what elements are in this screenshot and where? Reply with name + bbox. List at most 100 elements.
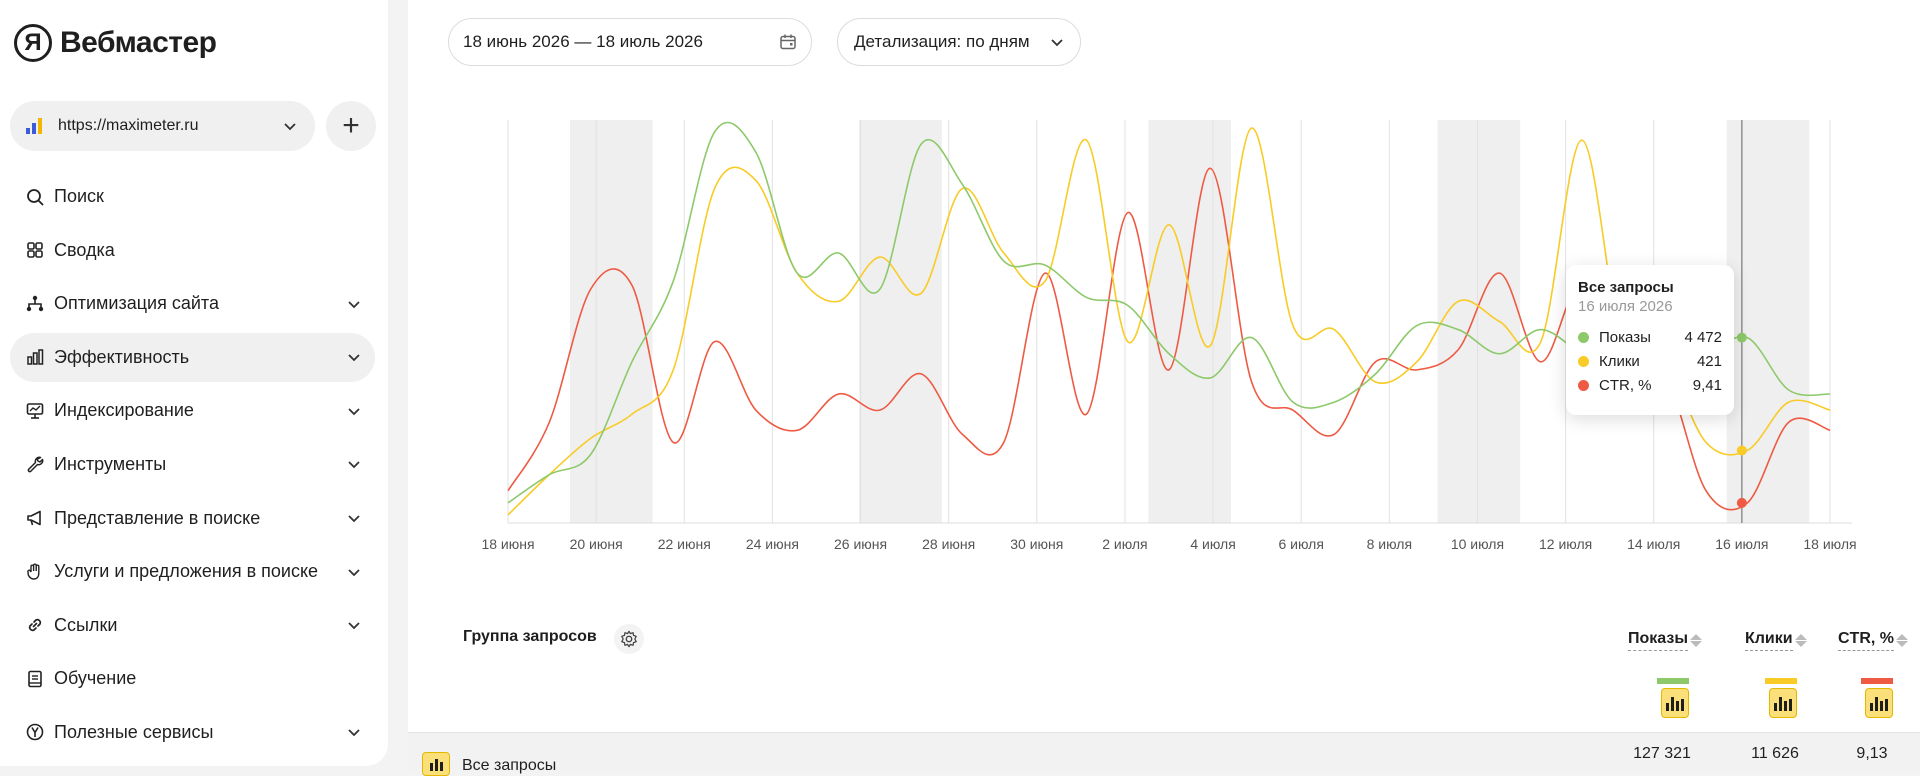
link-icon <box>24 614 46 636</box>
weekend-band <box>1148 120 1231 523</box>
sidebar-item[interactable]: Эффективность <box>10 332 375 382</box>
sidebar-item[interactable]: Инструменты <box>10 440 375 489</box>
site-favicon-icon <box>26 118 46 134</box>
sidebar-item[interactable]: Сводка <box>10 226 375 275</box>
tooltip-row: Клики 421 <box>1578 349 1722 373</box>
megaphone-icon <box>24 507 46 529</box>
sidebar: Я Вебмастер https://maximeter.ru + Поиск… <box>0 0 388 766</box>
chevron-down-icon <box>348 408 360 416</box>
x-tick-label: 20 июня <box>569 536 623 552</box>
sidebar-item-label: Ссылки <box>54 614 118 635</box>
gear-icon <box>621 630 637 648</box>
date-range-picker[interactable]: 18 июнь 2026 — 18 июль 2026 <box>448 18 812 66</box>
row-value-shows: 127 321 <box>1633 745 1691 762</box>
hand-icon <box>24 561 46 583</box>
bar-chart-icon <box>24 346 46 368</box>
add-site-button[interactable]: + <box>326 101 376 151</box>
weekend-band <box>859 120 942 523</box>
sort-icon <box>1690 633 1702 649</box>
chevron-down-icon <box>284 123 296 131</box>
chevron-down-icon <box>348 354 360 362</box>
row-value-ctr: 9,13 <box>1856 745 1888 762</box>
sidebar-item-label: Инструменты <box>54 453 167 474</box>
sidebar-item[interactable]: Поиск <box>10 172 375 221</box>
row-name: Все запросы <box>462 757 557 774</box>
column-label: Показы <box>1628 630 1688 651</box>
series-line-clicks <box>507 127 1831 516</box>
x-tick-label: 8 июля <box>1366 536 1413 552</box>
yandex-circle-icon <box>24 721 46 743</box>
sidebar-item[interactable]: Индексирование <box>10 386 375 435</box>
settings-button[interactable] <box>614 624 644 654</box>
sidebar-item[interactable]: Услуги и предложения в поиске <box>10 547 375 596</box>
detail-selector[interactable]: Детализация: по дням <box>837 18 1081 66</box>
wrench-icon <box>24 453 46 475</box>
sidebar-item-label: Поиск <box>54 186 104 206</box>
chart-toggle-button[interactable] <box>422 752 450 776</box>
book-icon <box>24 668 46 690</box>
chart-toggle-button[interactable] <box>1865 688 1893 718</box>
tooltip-series-name: Показы <box>1599 328 1651 346</box>
series-dot-icon <box>1578 379 1589 391</box>
hover-point-shows <box>1736 332 1747 343</box>
column-label: CTR, % <box>1838 630 1894 651</box>
column-header-ctr[interactable]: CTR, % <box>1838 630 1908 651</box>
x-tick-label: 24 июня <box>745 536 799 552</box>
tooltip-series-value: 421 <box>1696 352 1722 370</box>
sidebar-item[interactable]: Представление в поиске <box>10 494 375 543</box>
logo-text: Вебмастер <box>60 26 217 59</box>
row-value-clicks: 11 626 <box>1751 745 1799 762</box>
chart-toggle-button[interactable] <box>1769 688 1797 718</box>
series-dot-icon <box>1578 355 1589 367</box>
site-selector[interactable]: https://maximeter.ru <box>10 101 315 151</box>
calendar-icon <box>780 34 796 50</box>
x-tick-label: 18 июля <box>1803 536 1857 552</box>
chevron-down-icon <box>348 622 360 630</box>
sort-icon <box>1896 633 1908 649</box>
sidebar-nav: Поиск Сводка Оптимизация сайта Эффективност… <box>10 172 375 762</box>
hover-point-ctr <box>1736 497 1747 508</box>
sidebar-item[interactable]: Полезные сервисы <box>10 708 375 757</box>
column-header-clicks[interactable]: Клики <box>1745 630 1807 651</box>
logo[interactable]: Я Вебмастер <box>14 24 217 62</box>
sidebar-item-label: Оптимизация сайта <box>54 293 219 314</box>
x-tick-label: 10 июля <box>1450 536 1505 552</box>
weekend-band <box>569 120 653 523</box>
tooltip-date: 16 июля 2026 <box>1578 298 1673 315</box>
tooltip-series-name: Клики <box>1599 352 1640 370</box>
grid-icon <box>24 239 46 261</box>
sitemap-icon <box>24 293 46 315</box>
sidebar-item-label: Услуги и предложения в поиске <box>54 561 319 582</box>
x-tick-label: 22 июня <box>657 536 711 552</box>
performance-chart[interactable] <box>408 0 1920 600</box>
chevron-down-icon <box>348 461 360 469</box>
x-tick-label: 4 июля <box>1190 536 1236 552</box>
tooltip-series-name: CTR, % <box>1599 376 1652 394</box>
x-tick-label: 12 июля <box>1538 536 1593 552</box>
chevron-down-icon <box>348 515 360 523</box>
date-range-text: 18 июнь 2026 — 18 июль 2026 <box>463 32 703 51</box>
search-icon <box>24 186 46 208</box>
chart-toggle-button[interactable] <box>1661 688 1689 718</box>
monitor-icon <box>24 400 46 422</box>
column-header-shows[interactable]: Показы <box>1628 630 1702 651</box>
hover-point-clicks <box>1736 445 1747 456</box>
yandex-logo-icon: Я <box>14 24 52 62</box>
x-tick-label: 14 июля <box>1627 536 1681 552</box>
sidebar-item-label: Эффективность <box>54 346 190 367</box>
chevron-down-icon <box>348 301 360 308</box>
chevron-down-icon <box>348 729 360 737</box>
tooltip-series-value: 9,41 <box>1692 376 1722 394</box>
tooltip-row: Показы 4 472 <box>1578 325 1722 349</box>
sidebar-item[interactable]: Обучение <box>10 654 375 703</box>
sidebar-item[interactable]: Оптимизация сайта <box>10 279 375 328</box>
chevron-down-icon <box>1051 39 1063 47</box>
x-tick-label: 6 июля <box>1278 536 1324 552</box>
column-label: Клики <box>1745 630 1793 651</box>
x-tick-label: 28 июня <box>922 536 976 552</box>
tooltip-row: CTR, % 9,41 <box>1578 373 1722 397</box>
table-row[interactable] <box>408 732 1920 772</box>
sort-icon <box>1794 633 1807 649</box>
sidebar-item[interactable]: Ссылки <box>10 601 375 650</box>
sidebar-item-label: Обучение <box>54 668 137 689</box>
